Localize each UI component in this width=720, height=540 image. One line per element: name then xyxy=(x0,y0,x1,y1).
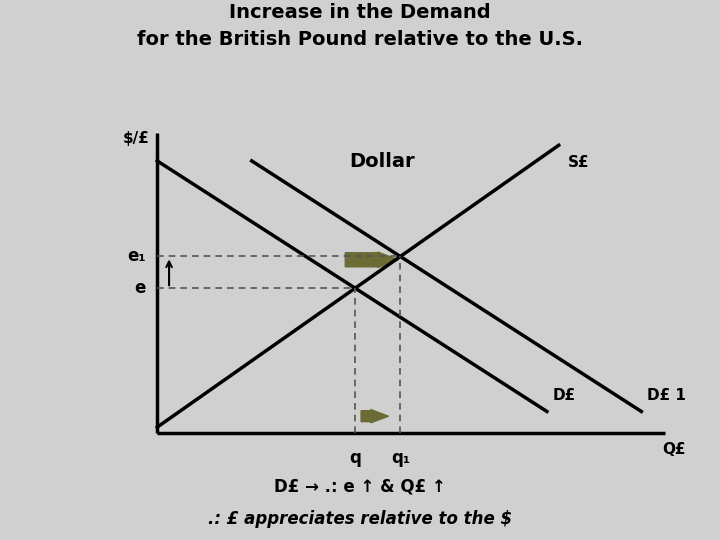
Text: Q£: Q£ xyxy=(662,442,685,456)
Text: D£ 1: D£ 1 xyxy=(647,388,686,403)
Text: q: q xyxy=(349,449,361,467)
Text: e: e xyxy=(134,279,145,297)
Text: D£ → .: e ↑ & Q£ ↑: D£ → .: e ↑ & Q£ ↑ xyxy=(274,478,446,496)
Text: Dollar: Dollar xyxy=(348,152,415,171)
Text: D£: D£ xyxy=(553,388,576,403)
FancyArrow shape xyxy=(361,410,389,423)
Text: e₁: e₁ xyxy=(127,247,145,266)
Text: Increase in the Demand: Increase in the Demand xyxy=(229,3,491,22)
Text: $/£: $/£ xyxy=(123,132,150,146)
Text: .: £ appreciates relative to the $: .: £ appreciates relative to the $ xyxy=(208,510,512,528)
Text: S£: S£ xyxy=(567,154,589,170)
Text: for the British Pound relative to the U.S.: for the British Pound relative to the U.… xyxy=(137,30,583,49)
Text: q₁: q₁ xyxy=(391,449,410,467)
FancyArrow shape xyxy=(346,252,398,267)
